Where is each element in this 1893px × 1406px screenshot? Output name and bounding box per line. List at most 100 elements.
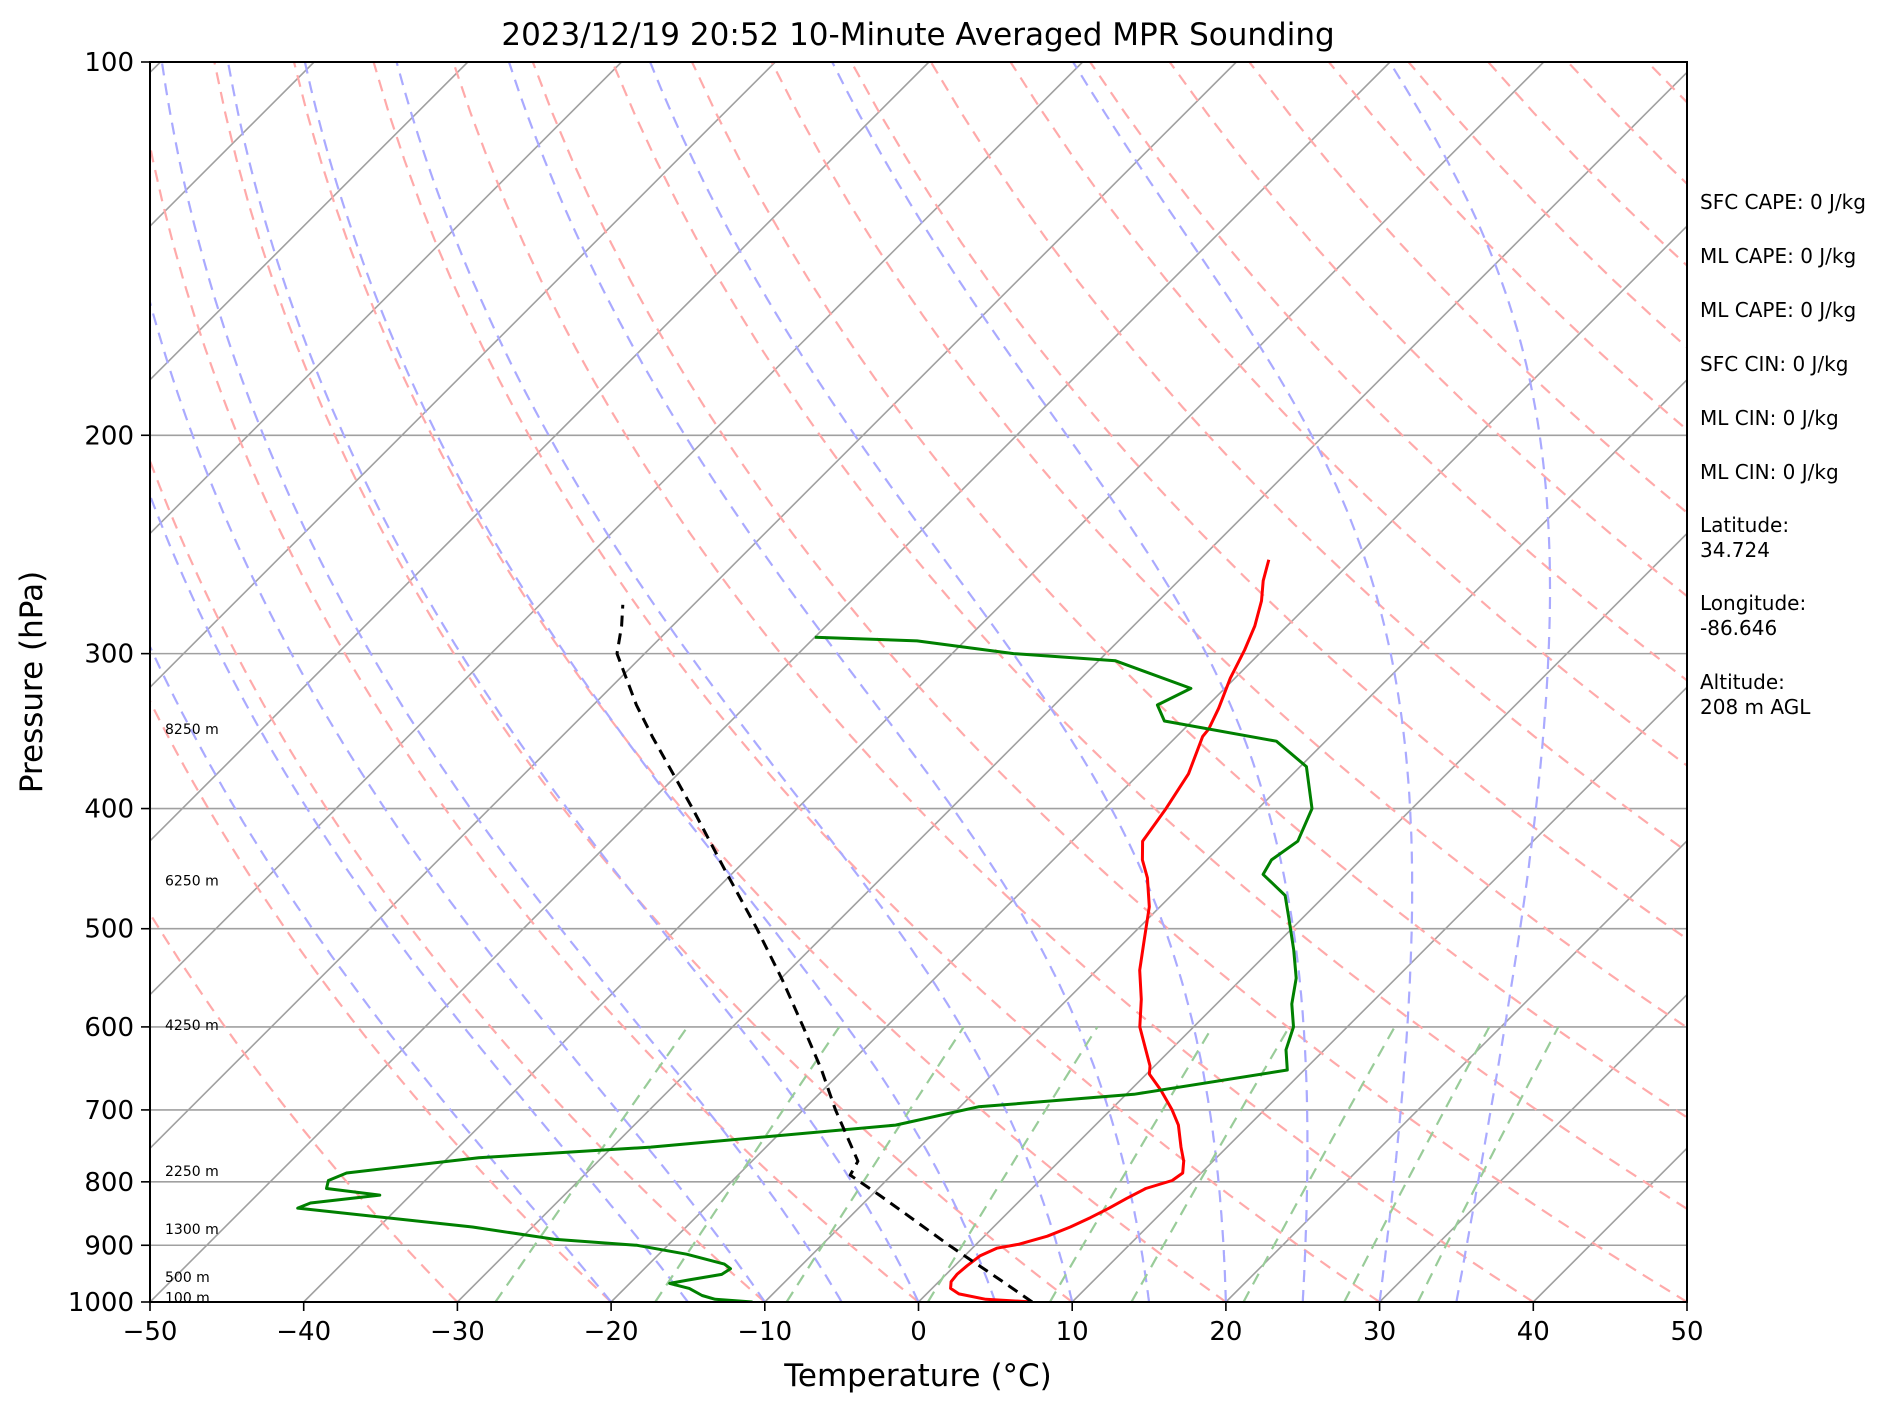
isotherm-line: [150, 62, 1237, 1150]
y-tick-label: 100: [84, 48, 134, 78]
dewpoint-line: [296, 635, 1314, 1302]
info-line: Altitude:: [1700, 670, 1785, 694]
isotherm-line: [150, 62, 1084, 996]
y-tick-label: 200: [84, 421, 134, 451]
height-labels: 8250 m 6250 m 4250 m 2250 m 1300 m 500 m 100 m: [165, 722, 219, 1307]
dry-adiabat-line: [452, 62, 1534, 1302]
y-tick-label: 500: [84, 915, 134, 945]
sounding-series: [296, 559, 1314, 1302]
info-line: 208 m AGL: [1700, 695, 1811, 719]
x-tick-label: −40: [276, 1317, 331, 1347]
dry-adiabat-line: [770, 62, 1687, 1029]
info-line: ML CIN: 0 J/kg: [1700, 406, 1839, 430]
moist-adiabat-line: [395, 62, 1074, 1302]
height-label: 100 m: [165, 1291, 210, 1307]
mixing-ratio-line: [1048, 1026, 1214, 1302]
mixing-ratio-line: [1416, 1026, 1560, 1302]
moist-adiabat-line: [303, 62, 997, 1302]
height-label: 500 m: [165, 1270, 210, 1286]
dry-adiabat-line: [1089, 62, 1687, 682]
height-label: 6250 m: [165, 873, 219, 889]
info-line: 34.724: [1700, 538, 1770, 562]
info-line: ML CAPE: 0 J/kg: [1700, 244, 1856, 268]
isotherm-line: [456, 71, 1687, 1302]
mixing-ratio-line: [1242, 1026, 1396, 1302]
moist-adiabat-line: [1072, 62, 1414, 1302]
x-tick-label: 0: [910, 1317, 927, 1347]
dry-adiabat-line: [213, 62, 1073, 1302]
isotherm-line: [150, 62, 1391, 1302]
isotherm-line: [764, 378, 1687, 1302]
dry-adiabat-line: [691, 62, 1687, 1119]
height-label: 1300 m: [165, 1222, 219, 1238]
isotherm-line: [1225, 839, 1687, 1302]
x-tick-label: 30: [1363, 1317, 1396, 1347]
dry-adiabat-line: [292, 62, 1227, 1302]
x-tick-label: 10: [1056, 1317, 1089, 1347]
y-tick-label: 1000: [68, 1288, 134, 1318]
moist-adiabat-line: [150, 298, 766, 1302]
temperature-line: [949, 559, 1271, 1302]
height-label: 2250 m: [165, 1164, 219, 1180]
info-line: SFC CIN: 0 J/kg: [1700, 352, 1848, 376]
y-tick-label: 900: [84, 1231, 134, 1261]
moist-adiabat-line: [649, 62, 1227, 1302]
info-line: Latitude:: [1700, 513, 1789, 537]
info-line: ML CAPE: 0 J/kg: [1700, 298, 1856, 322]
info-line: -86.646: [1700, 616, 1777, 640]
parcel-line: [615, 604, 1034, 1302]
y-tick-label: 700: [84, 1096, 134, 1126]
height-label: 4250 m: [165, 1018, 219, 1034]
reference-lines: [0, 62, 1687, 1302]
mixing-ratio-line: [1130, 1026, 1291, 1302]
moist-adiabat-line: [160, 62, 843, 1302]
dry-adiabat-line: [150, 140, 920, 1302]
x-tick-label: −20: [584, 1317, 639, 1347]
x-tick-label: 50: [1670, 1317, 1703, 1347]
isotherm-line: [150, 62, 469, 381]
y-tick-label: 600: [84, 1013, 134, 1043]
mixing-ratio-line: [1343, 1026, 1491, 1302]
chart-title: 2023/12/19 20:52 10-Minute Averaged MPR …: [501, 17, 1334, 53]
x-tick-label: 20: [1209, 1317, 1242, 1347]
isotherm-line: [150, 62, 776, 689]
x-tick-label: −50: [123, 1317, 178, 1347]
moist-adiabat-line: [1388, 62, 1552, 1302]
isotherm-line: [150, 62, 930, 843]
isotherm-line: [150, 62, 623, 535]
moist-adiabat-line: [831, 62, 1309, 1302]
info-line: Longitude:: [1700, 591, 1806, 615]
moist-adiabat-line: [507, 62, 1151, 1302]
y-axis-label: Pressure (hPa): [14, 571, 50, 793]
mixing-ratio-line: [494, 1026, 689, 1302]
isotherm-line: [303, 62, 1545, 1302]
isotherm-line: [1379, 993, 1687, 1302]
x-axis-ticks: −50 −40 −30 −20 −10 0 10 20 30 40 50: [123, 1302, 1704, 1347]
y-tick-label: 400: [84, 795, 134, 825]
y-tick-label: 300: [84, 640, 134, 670]
dry-adiabat-line: [1168, 62, 1687, 598]
dry-adiabat-line: [531, 62, 1687, 1302]
plot-frame: [149, 61, 1688, 1303]
dry-adiabat-line: [611, 62, 1687, 1211]
info-line: SFC CAPE: 0 J/kg: [1700, 190, 1866, 214]
info-panel: SFC CAPE: 0 J/kg ML CAPE: 0 J/kg ML CAPE: …: [1700, 190, 1866, 719]
dry-adiabat-line: [150, 457, 766, 1302]
isotherm-line: [1071, 686, 1687, 1302]
y-axis-ticks: 100 200 300 400 500 600 700 800 900 1000: [68, 48, 150, 1318]
moist-adiabat-line: [150, 492, 689, 1302]
isotherm-line: [0, 62, 7, 1302]
moist-adiabat-line: [226, 62, 920, 1302]
dry-adiabat-line: [372, 62, 1381, 1302]
x-tick-label: 40: [1517, 1317, 1550, 1347]
dry-adiabat-line: [1009, 62, 1687, 767]
dry-adiabat-line: [150, 698, 612, 1302]
x-tick-label: −10: [737, 1317, 792, 1347]
info-line: ML CIN: 0 J/kg: [1700, 460, 1839, 484]
mixing-ratio-line: [654, 1026, 841, 1302]
y-tick-label: 800: [84, 1168, 134, 1198]
mixing-ratio-line: [785, 1026, 965, 1302]
x-tick-label: −30: [430, 1317, 485, 1347]
x-axis-label: Temperature (°C): [783, 1358, 1052, 1394]
